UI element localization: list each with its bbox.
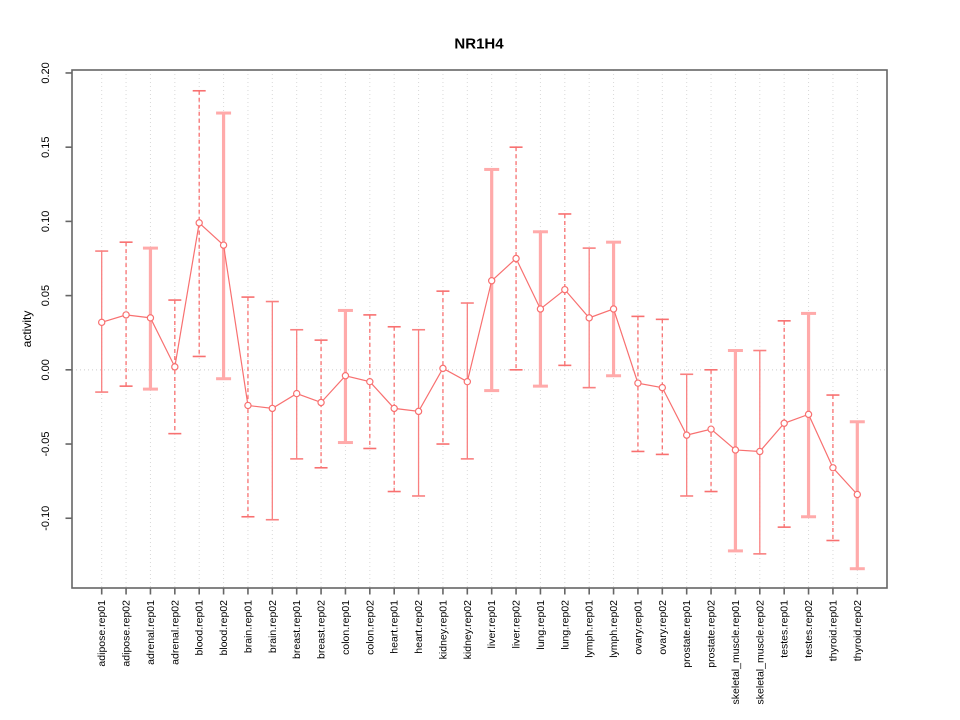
- data-point: [171, 363, 179, 371]
- x-axis-label: breast.rep01: [291, 600, 303, 659]
- x-axis-label: heart.rep01: [389, 600, 401, 654]
- x-axis-label: colon.rep02: [364, 600, 376, 655]
- data-point: [366, 377, 374, 386]
- x-axis-label: adrenal.rep01: [145, 600, 157, 665]
- data-point: [756, 447, 764, 456]
- x-axis-label: adipose.rep02: [121, 600, 133, 667]
- x-axis-label: thyroid.rep02: [852, 600, 864, 661]
- data-point: [829, 464, 837, 472]
- x-axis-label: heart.rep02: [413, 600, 425, 654]
- x-axis-label: lymph.rep01: [584, 600, 596, 658]
- x-axis-label: liver.rep01: [486, 600, 498, 649]
- data-point: [561, 285, 569, 294]
- data-point: [682, 431, 691, 439]
- data-point: [414, 407, 423, 416]
- x-axis-label: blood.rep02: [218, 600, 230, 656]
- x-axis-label: adrenal.rep02: [169, 600, 181, 665]
- x-axis-label: skeletal_muscle.rep01: [730, 600, 742, 705]
- data-point: [804, 410, 813, 419]
- data-point: [439, 364, 447, 373]
- x-axis-label: adipose.rep01: [96, 600, 108, 667]
- x-axis-label: lung.rep01: [535, 600, 547, 650]
- x-axis-label: ovary.rep02: [657, 600, 669, 655]
- data-point: [487, 277, 496, 285]
- data-point: [341, 372, 350, 380]
- x-axis-label: testes.rep01: [779, 600, 791, 658]
- data-point: [658, 383, 667, 392]
- data-point: [609, 305, 618, 313]
- data-point: [634, 379, 642, 387]
- data-point: [853, 490, 862, 499]
- data-point: [244, 401, 252, 410]
- x-axis-label: brain.rep02: [267, 600, 279, 653]
- data-point: [195, 219, 203, 227]
- data-point: [292, 389, 301, 398]
- y-tick-label: 0.05: [40, 285, 52, 306]
- data-point: [707, 425, 715, 433]
- data-point: [780, 419, 788, 427]
- data-point: [268, 404, 277, 413]
- y-tick-label: 0.10: [40, 211, 52, 232]
- data-point: [536, 305, 545, 313]
- x-axis-label: ovary.rep01: [632, 600, 644, 655]
- y-tick-label: 0.15: [40, 136, 52, 157]
- x-axis-label: brain.rep01: [242, 600, 254, 653]
- data-point: [731, 446, 740, 454]
- y-tick-label: 0.00: [40, 359, 52, 380]
- x-axis-label: prostate.rep02: [706, 600, 718, 668]
- data-point: [317, 398, 325, 407]
- x-axis-label: lymph.rep02: [608, 600, 620, 658]
- x-axis-label: breast.rep02: [316, 600, 328, 659]
- x-axis-label: lung.rep02: [559, 600, 571, 650]
- data-point: [219, 241, 228, 249]
- y-tick-label: -0.05: [40, 431, 52, 456]
- series-line: [101, 221, 858, 495]
- x-axis-label: kidney.rep01: [437, 600, 449, 660]
- data-point: [512, 254, 520, 263]
- chart-title: NR1H4: [454, 35, 504, 53]
- x-axis-label: liver.rep02: [511, 600, 523, 649]
- x-axis-label: blood.rep01: [194, 600, 206, 656]
- data-point: [585, 314, 593, 322]
- data-point: [97, 318, 106, 327]
- data-point: [146, 314, 155, 322]
- x-axis-label: kidney.rep02: [462, 600, 474, 660]
- x-axis-label: prostate.rep01: [681, 600, 693, 668]
- x-axis-label: testes.rep02: [803, 600, 815, 658]
- data-point: [390, 404, 398, 413]
- data-point: [122, 311, 130, 319]
- x-axis-label: skeletal_muscle.rep02: [754, 600, 766, 705]
- x-axis-label: thyroid.rep01: [827, 600, 839, 661]
- y-tick-label: 0.20: [40, 62, 52, 83]
- plot-frame: [71, 69, 888, 589]
- data-point: [463, 377, 472, 386]
- y-tick-label: -0.10: [40, 506, 52, 531]
- x-axis-label: colon.rep01: [340, 600, 352, 655]
